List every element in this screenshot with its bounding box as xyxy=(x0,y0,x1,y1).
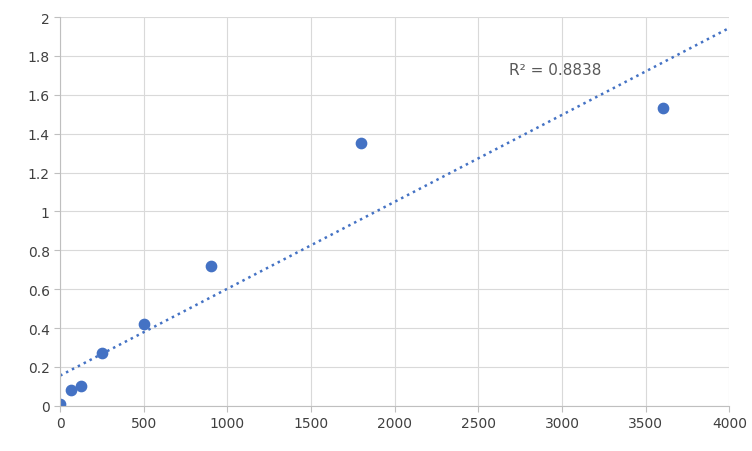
Point xyxy=(355,141,367,148)
Point xyxy=(75,383,87,390)
Point xyxy=(205,262,217,270)
Point xyxy=(65,387,77,394)
Point xyxy=(138,321,150,328)
Point xyxy=(96,350,108,357)
Text: R² = 0.8838: R² = 0.8838 xyxy=(508,63,601,78)
Point xyxy=(54,400,66,408)
Point xyxy=(656,106,669,113)
